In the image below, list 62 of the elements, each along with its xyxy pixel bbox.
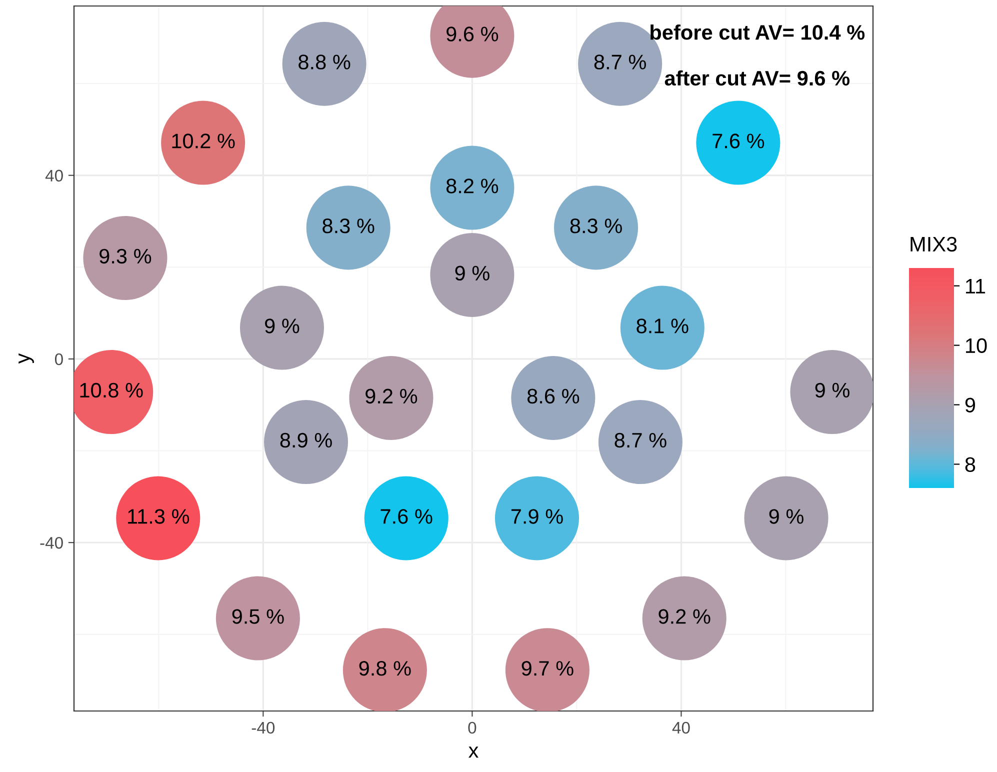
annotation: 8.9 % bbox=[280, 432, 332, 448]
x-tick-label: 40 bbox=[672, 722, 690, 734]
annotation: 8.3 % bbox=[322, 218, 374, 234]
point bbox=[744, 476, 828, 560]
annotation: 9.3 % bbox=[100, 248, 152, 264]
y-tick-label: 0 bbox=[54, 353, 63, 366]
point bbox=[620, 286, 704, 370]
point bbox=[216, 576, 300, 660]
point bbox=[598, 400, 682, 484]
point bbox=[264, 400, 348, 484]
point bbox=[240, 286, 324, 370]
x-tick-label: -40 bbox=[252, 722, 275, 734]
y-axis-title: y bbox=[18, 353, 34, 364]
annotation: 7.9 % bbox=[511, 509, 563, 524]
color-bar-label: 8 bbox=[965, 457, 976, 472]
annotation: 9.2 % bbox=[366, 388, 418, 404]
annotation: 9.6 % bbox=[446, 26, 498, 42]
y-tick-label: 40 bbox=[45, 170, 63, 182]
point bbox=[430, 232, 514, 317]
point bbox=[282, 22, 366, 106]
annotation: 7.6 % bbox=[380, 509, 432, 524]
annotation: 8.8 % bbox=[298, 54, 350, 70]
point bbox=[349, 356, 434, 440]
x-tick-label: 0 bbox=[468, 722, 476, 734]
x-axis-title: x bbox=[468, 746, 478, 758]
point bbox=[306, 186, 390, 270]
annotation: 7.6 % bbox=[712, 134, 764, 148]
color-bar-label: 10 bbox=[966, 338, 987, 354]
annotation: after cut AV= 9.6 % bbox=[664, 70, 850, 86]
color-bar-label: 11 bbox=[966, 279, 986, 294]
annotation: 8.6 % bbox=[527, 388, 580, 404]
point bbox=[494, 476, 580, 560]
annotation: 8.2 % bbox=[446, 178, 498, 194]
annotation: 11.3 % bbox=[128, 509, 190, 524]
annotation: 10.2 % bbox=[172, 134, 235, 148]
color-bar-title: MIX3 bbox=[910, 236, 957, 252]
annotation: 9 % bbox=[815, 382, 850, 398]
annotation: 8.7 % bbox=[614, 432, 666, 448]
annotation: 8.7 % bbox=[594, 54, 646, 70]
annotation: 9.7 % bbox=[522, 660, 574, 676]
point bbox=[642, 576, 726, 660]
annotation: 9.8 % bbox=[359, 660, 411, 676]
point bbox=[505, 628, 590, 711]
point bbox=[790, 350, 873, 434]
annotation: 9.5 % bbox=[232, 609, 284, 624]
annotation: before cut AV= 10.4 % bbox=[650, 24, 865, 40]
point bbox=[364, 476, 448, 560]
color-bar-label: 9 bbox=[965, 398, 976, 413]
annotation: 9.2 % bbox=[658, 609, 710, 624]
annotation: 8.1 % bbox=[636, 318, 688, 334]
point bbox=[342, 628, 427, 711]
annotation: 10.8 % bbox=[80, 382, 143, 398]
annotation: 9 % bbox=[455, 266, 490, 281]
point bbox=[83, 216, 168, 300]
point bbox=[511, 356, 596, 440]
point bbox=[554, 186, 638, 270]
annotation: 9 % bbox=[265, 318, 300, 334]
annotation: 9 % bbox=[769, 509, 804, 524]
y-tick-label: -40 bbox=[40, 536, 63, 549]
annotation: 8.3 % bbox=[570, 218, 622, 234]
point bbox=[430, 146, 514, 230]
point bbox=[696, 100, 780, 185]
